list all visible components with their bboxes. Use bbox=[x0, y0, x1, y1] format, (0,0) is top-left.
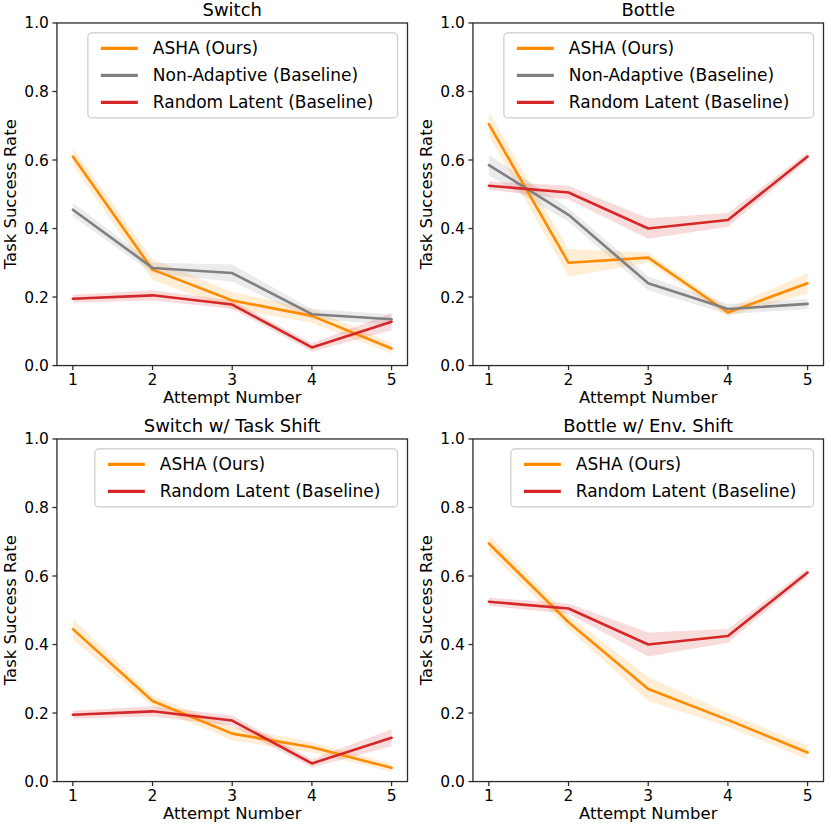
y-tick-label: 0.6 bbox=[24, 567, 49, 585]
x-axis-label: Attempt Number bbox=[163, 388, 302, 407]
x-axis-label: Attempt Number bbox=[579, 388, 718, 407]
plot-bottle-env-shift: 1 2 3 4 5 0.0 0.2 0.4 0.6 0.8 1.0 Bottle w/ Env. Sh… bbox=[416, 416, 831, 831]
legend-label: Random Latent (Baseline) bbox=[568, 92, 789, 112]
y-tick-label: 1.0 bbox=[24, 430, 49, 448]
x-tick-label: 2 bbox=[563, 371, 573, 389]
x-tick-label: 5 bbox=[802, 786, 812, 804]
legend-label: Random Latent (Baseline) bbox=[153, 92, 374, 112]
y-tick-label: 1.0 bbox=[440, 14, 465, 32]
figure-grid: 1 2 3 4 5 0.0 0.2 0.4 0.6 0.8 1.0 Switch Attempt Num… bbox=[0, 0, 831, 831]
y-tick-label: 1.0 bbox=[440, 430, 465, 448]
subplot-switch-task-shift: 1 2 3 4 5 0.0 0.2 0.4 0.6 0.8 1.0 Switch w/ Task Sh… bbox=[0, 416, 416, 831]
x-tick-label: 1 bbox=[68, 786, 78, 804]
plot-switch: 1 2 3 4 5 0.0 0.2 0.4 0.6 0.8 1.0 Switch Attempt Num… bbox=[0, 0, 416, 416]
legend-label: Non-Adaptive (Baseline) bbox=[568, 65, 773, 85]
x-tick-label: 5 bbox=[387, 371, 397, 389]
legend-label: Random Latent (Baseline) bbox=[575, 481, 796, 501]
y-tick-label: 0.4 bbox=[440, 220, 465, 238]
plot-bottle: 1 2 3 4 5 0.0 0.2 0.4 0.6 0.8 1.0 Bottle Attempt Num… bbox=[416, 0, 831, 416]
plot-title: Bottle w/ Env. Shift bbox=[563, 416, 733, 436]
y-tick-label: 0.0 bbox=[440, 773, 465, 791]
y-tick-label: 0.6 bbox=[24, 152, 49, 170]
x-tick-label: 5 bbox=[802, 371, 812, 389]
y-tick-label: 0.0 bbox=[24, 357, 49, 375]
y-tick-label: 0.8 bbox=[24, 498, 49, 516]
x-tick-label: 4 bbox=[722, 371, 732, 389]
x-tick-label: 1 bbox=[483, 786, 493, 804]
legend-label: ASHA (Ours) bbox=[153, 38, 258, 58]
y-axis-label: Task Success Rate bbox=[416, 119, 435, 270]
y-tick-label: 0.8 bbox=[24, 83, 49, 101]
y-tick-label: 0.2 bbox=[24, 289, 49, 307]
legend-label: ASHA (Ours) bbox=[160, 454, 265, 474]
y-tick-label: 0.4 bbox=[24, 636, 49, 654]
subplot-switch: 1 2 3 4 5 0.0 0.2 0.4 0.6 0.8 1.0 Switch Attempt Num… bbox=[0, 0, 416, 416]
x-tick-label: 3 bbox=[643, 371, 653, 389]
y-axis-label: Task Success Rate bbox=[416, 535, 435, 686]
subplot-bottle: 1 2 3 4 5 0.0 0.2 0.4 0.6 0.8 1.0 Bottle Attempt Num… bbox=[416, 0, 831, 416]
plot-switch-task-shift: 1 2 3 4 5 0.0 0.2 0.4 0.6 0.8 1.0 Switch w/ Task Sh… bbox=[0, 416, 416, 831]
x-tick-label: 3 bbox=[227, 371, 237, 389]
y-tick-label: 0.8 bbox=[440, 498, 465, 516]
y-tick-label: 0.8 bbox=[440, 83, 465, 101]
y-tick-label: 1.0 bbox=[24, 14, 49, 32]
x-tick-label: 4 bbox=[307, 371, 317, 389]
x-tick-label: 3 bbox=[643, 786, 653, 804]
y-axis-label: Task Success Rate bbox=[1, 119, 20, 270]
legend: ASHA (Ours) Non-Adaptive (Baseline) Random… bbox=[88, 33, 398, 118]
legend-label: Non-Adaptive (Baseline) bbox=[153, 65, 358, 85]
legend-label: ASHA (Ours) bbox=[575, 454, 680, 474]
y-tick-label: 0.4 bbox=[24, 220, 49, 238]
y-tick-label: 0.0 bbox=[24, 773, 49, 791]
x-tick-label: 1 bbox=[483, 371, 493, 389]
y-tick-label: 0.6 bbox=[440, 567, 465, 585]
legend-label: Random Latent (Baseline) bbox=[160, 481, 381, 501]
plot-title: Bottle bbox=[621, 0, 674, 20]
x-tick-label: 3 bbox=[227, 786, 237, 804]
legend: ASHA (Ours) Non-Adaptive (Baseline) Random… bbox=[503, 33, 813, 118]
plot-title: Switch bbox=[203, 0, 262, 20]
legend: ASHA (Ours) Random Latent (Baseline) bbox=[95, 448, 398, 506]
series-line-asha bbox=[73, 629, 392, 768]
y-tick-label: 0.0 bbox=[440, 357, 465, 375]
legend: ASHA (Ours) Random Latent (Baseline) bbox=[510, 448, 813, 506]
y-tick-label: 0.2 bbox=[440, 289, 465, 307]
y-tick-label: 0.2 bbox=[440, 704, 465, 722]
y-axis-label: Task Success Rate bbox=[1, 535, 20, 686]
confidence-band-asha bbox=[73, 148, 392, 354]
subplot-bottle-env-shift: 1 2 3 4 5 0.0 0.2 0.4 0.6 0.8 1.0 Bottle w/ Env. Sh… bbox=[416, 416, 831, 831]
x-tick-label: 2 bbox=[148, 786, 158, 804]
y-tick-label: 0.6 bbox=[440, 152, 465, 170]
x-axis-label: Attempt Number bbox=[163, 803, 302, 822]
y-tick-label: 0.4 bbox=[440, 636, 465, 654]
x-tick-label: 2 bbox=[563, 786, 573, 804]
x-axis-label: Attempt Number bbox=[579, 803, 718, 822]
plot-title: Switch w/ Task Shift bbox=[144, 416, 321, 436]
x-tick-label: 5 bbox=[387, 786, 397, 804]
x-tick-label: 2 bbox=[148, 371, 158, 389]
x-tick-label: 4 bbox=[307, 786, 317, 804]
x-tick-label: 4 bbox=[722, 786, 732, 804]
y-tick-label: 0.2 bbox=[24, 704, 49, 722]
x-tick-label: 1 bbox=[68, 371, 78, 389]
legend-label: ASHA (Ours) bbox=[568, 38, 673, 58]
